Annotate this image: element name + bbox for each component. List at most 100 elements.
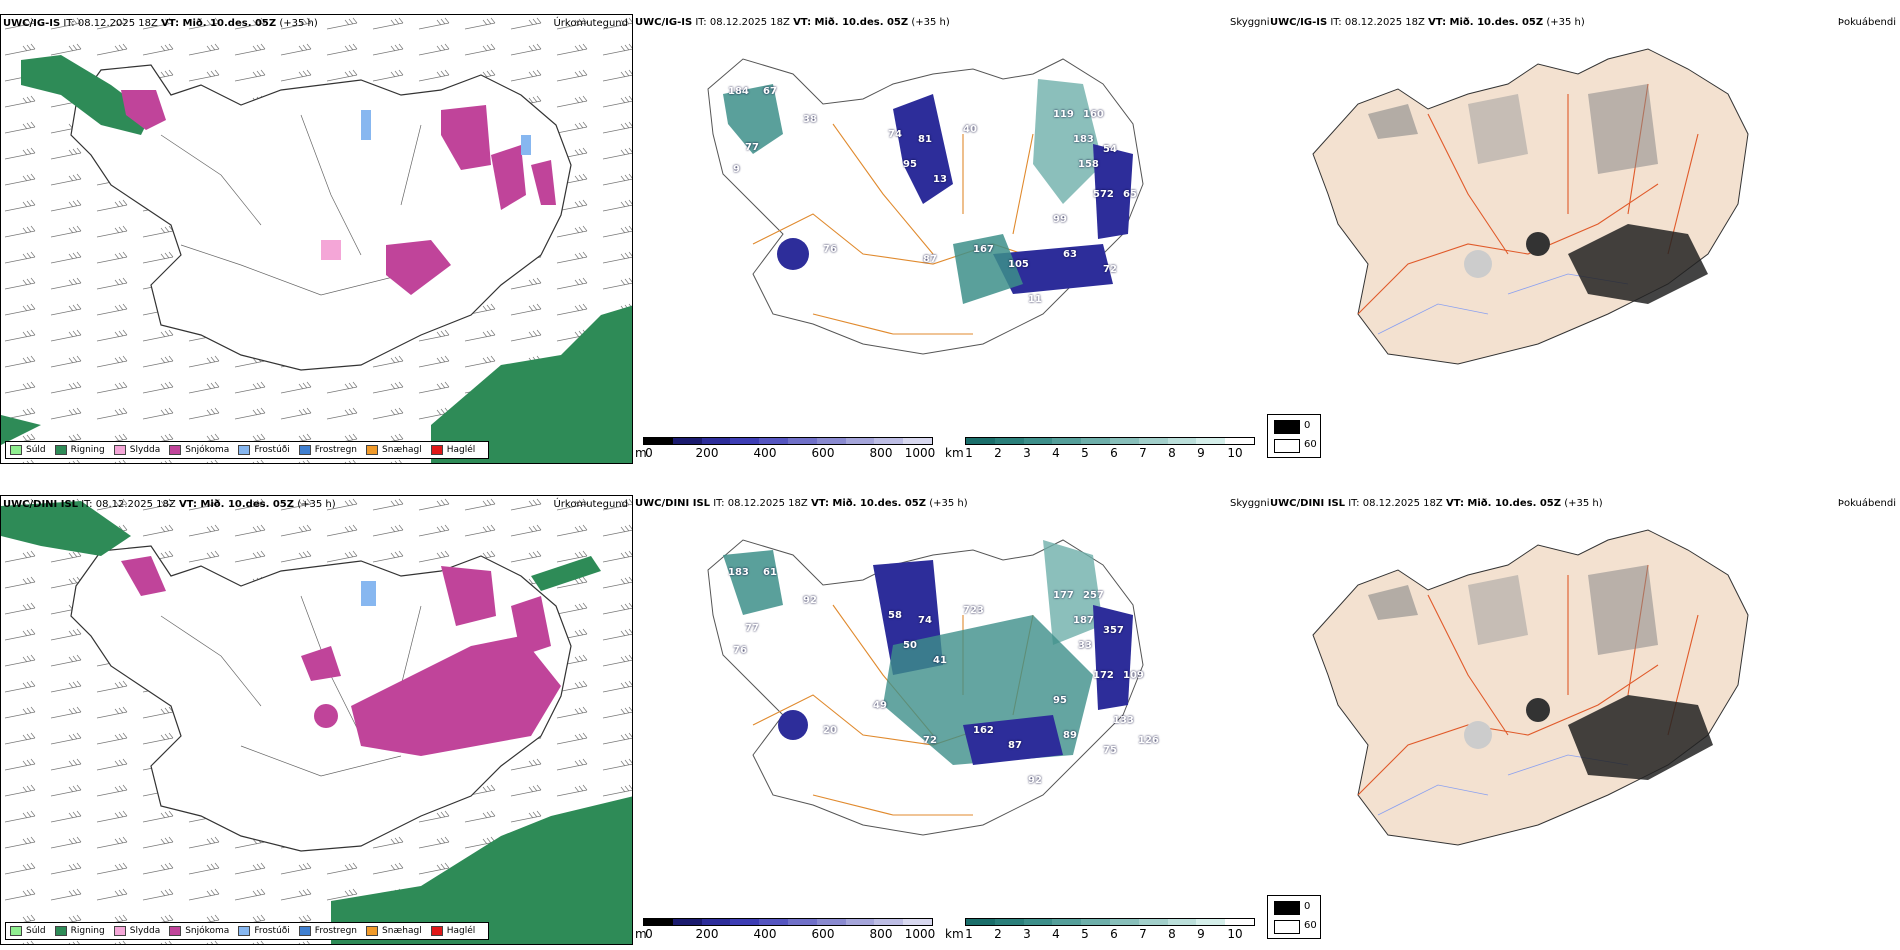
colorbar-unit: km: [945, 927, 964, 941]
colorbar-tick: 6: [1110, 927, 1118, 941]
visibility-value-label: 77: [745, 142, 759, 153]
visibility-value-label: 65: [1123, 189, 1137, 200]
visibility-value-label: 167: [973, 244, 994, 255]
visibility-value-label: 95: [903, 159, 917, 170]
visibility-value-label: 50: [903, 640, 917, 651]
model-label: UWC/DINI ISL: [635, 498, 711, 509]
colorbar-step: [644, 438, 673, 444]
visibility-value-label: 13: [933, 174, 947, 185]
legend-item: Snjókoma: [169, 445, 229, 455]
colorbar-tick: 8: [1168, 446, 1176, 460]
precip-header-row1: UWC/IG-IS IT: 08.12.2025 18Z VT: Mið. 10…: [3, 17, 628, 31]
model-label: UWC/IG-IS: [1270, 17, 1328, 28]
legend-label: Rigning: [70, 926, 105, 936]
legend-swatch: [238, 445, 251, 455]
legend-swatch: [169, 926, 182, 936]
colorbar-step: [1109, 438, 1139, 444]
colorbar-step: [644, 919, 673, 925]
legend-label: Snæhagl: [382, 926, 422, 936]
visibility-value-label: 9: [733, 164, 740, 175]
visibility-value-label: 76: [823, 244, 837, 255]
issue-time: IT: 08.12.2025 18Z: [1330, 17, 1425, 28]
field-name: Skyggni: [1230, 17, 1270, 28]
colorbar-step: [672, 919, 702, 925]
colorbar-tick: 0: [645, 446, 653, 460]
field-name: Úrkomutegund: [553, 499, 628, 510]
visibility-value-label: 187: [1073, 615, 1094, 626]
visibility-value-label: 109: [1123, 670, 1144, 681]
colorbar-step: [1023, 438, 1053, 444]
colorbar-tick: 1: [965, 446, 973, 460]
visibility-value-label: 177: [1053, 590, 1074, 601]
visibility-value-label: 74: [888, 129, 902, 140]
terrain-colorbar-strip: [643, 437, 933, 445]
colorbar-unit: km: [945, 446, 964, 460]
fog-panel-row1: UWC/IG-IS IT: 08.12.2025 18Z VT: Mið. 10…: [1268, 14, 1900, 464]
visibility-value-label: 49: [873, 700, 887, 711]
visibility-header-row2: UWC/DINI ISL IT: 08.12.2025 18Z VT: Mið.…: [635, 497, 1264, 511]
visibility-value-label: 11: [1028, 294, 1042, 305]
legend-swatch: [238, 926, 251, 936]
visibility-value-label: 184: [728, 86, 749, 97]
field-name: Skyggni: [1230, 498, 1270, 509]
visibility-value-label: 38: [803, 114, 817, 125]
terrain-colorbar: m 0 200 400 600 800 1000: [635, 918, 935, 944]
fog-map: [1312, 529, 1749, 846]
legend-label: Haglél: [446, 926, 476, 936]
visibility-value-label: 160: [1083, 109, 1104, 120]
issue-time: IT: 08.12.2025 18Z: [695, 17, 790, 28]
visibility-value-label: 92: [1028, 775, 1042, 786]
colorbar-unit: m: [635, 446, 647, 460]
valid-time: VT: Mið. 10.des. 05Z: [810, 498, 927, 509]
visibility-value-label: 81: [918, 134, 932, 145]
legend-item: Rigning: [54, 445, 105, 455]
colorbar-tick: 1000: [904, 927, 936, 941]
fog-legend: 0 60: [1267, 414, 1321, 458]
visibility-value-label: 87: [923, 254, 937, 265]
colorbar-step: [874, 919, 904, 925]
legend-swatch: [1274, 901, 1300, 915]
legend-swatch: [366, 445, 379, 455]
colorbar-step: [787, 438, 817, 444]
visibility-panel-row2: UWC/DINI ISL IT: 08.12.2025 18Z VT: Mið.…: [633, 495, 1268, 945]
legend-item: Frostúði: [238, 445, 290, 455]
model-label: UWC/DINI ISL: [1270, 498, 1346, 509]
colorbar-step: [1052, 919, 1082, 925]
legend-item: Snæhagl: [366, 445, 422, 455]
legend-swatch: [10, 445, 22, 455]
colorbar-tick: 2: [994, 446, 1002, 460]
precip-panel-row2: UWC/DINI ISL IT: 08.12.2025 18Z VT: Mið.…: [0, 495, 633, 945]
colorbar-step: [787, 919, 817, 925]
visibility-value-label: 33: [1078, 640, 1092, 651]
colorbar-step: [1052, 438, 1082, 444]
legend-label: Slydda: [129, 926, 161, 936]
visibility-value-label: 183: [1073, 134, 1094, 145]
colorbar-step: [1167, 438, 1197, 444]
legend-item: Slydda: [113, 445, 160, 455]
lead-time: (+35 h): [929, 498, 968, 509]
colorbar-tick: 5: [1081, 446, 1089, 460]
colorbar-step: [1081, 919, 1110, 925]
legend-label: Frostúði: [254, 445, 290, 455]
colorbar-tick: 9: [1197, 446, 1205, 460]
precip-legend: Súld Rigning Slydda Snjókoma Frostúði Fr…: [5, 922, 490, 940]
colorbar-step: [759, 919, 788, 925]
legend-label: Haglél: [446, 445, 476, 455]
legend-item: Súld: [10, 926, 46, 936]
visibility-value-label: 40: [963, 124, 977, 135]
legend-item: Haglél: [430, 445, 476, 455]
colorbar-step: [701, 438, 731, 444]
visibility-value-label: 92: [803, 595, 817, 606]
field-name: Þokuábendi: [1837, 498, 1896, 509]
fog-map: [1312, 48, 1749, 365]
visibility-colorbar: km 1 2 3 4 5 6 7 8 9 10: [945, 918, 1265, 944]
visibility-value-label: 41: [933, 655, 947, 666]
precip-map: [1, 496, 632, 944]
legend-label: Súld: [26, 445, 46, 455]
issue-time: IT: 08.12.2025 18Z: [63, 18, 158, 29]
colorbar-step: [1138, 438, 1168, 444]
visibility-header-row1: UWC/IG-IS IT: 08.12.2025 18Z VT: Mið. 10…: [635, 16, 1264, 30]
lead-time: (+35 h): [1564, 498, 1603, 509]
colorbar-tick: 10: [1227, 446, 1243, 460]
visibility-value-label: 72: [1103, 264, 1117, 275]
